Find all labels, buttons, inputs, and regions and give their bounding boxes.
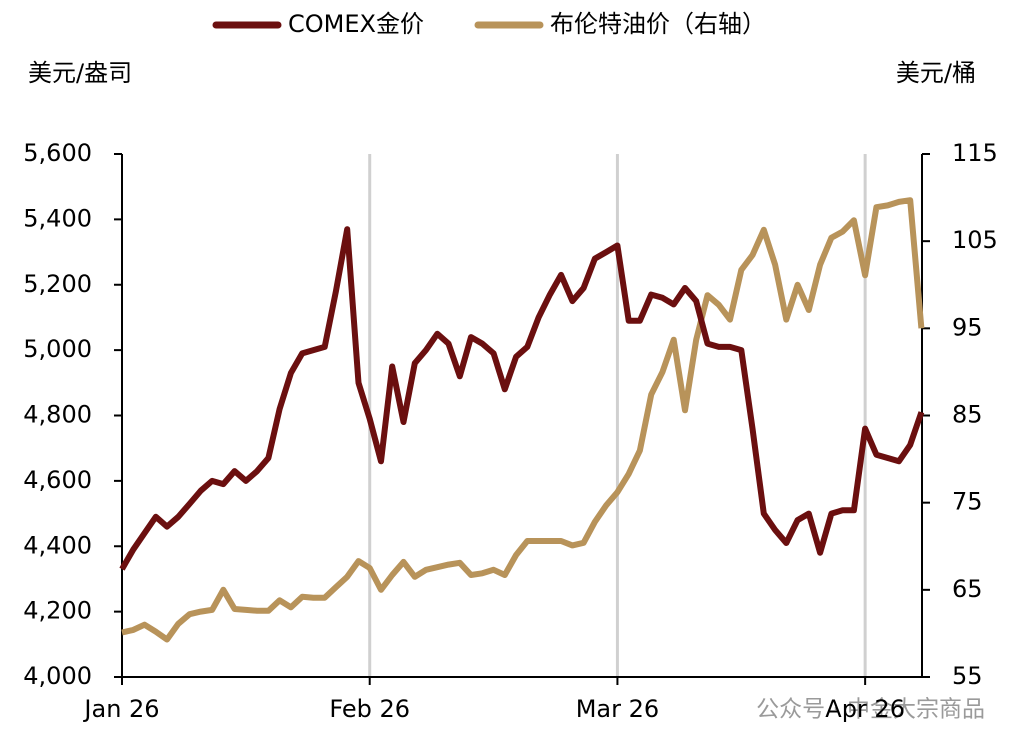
legend-label: 布伦特油价（右轴） [550, 10, 766, 38]
series-line [121, 197, 925, 643]
x-tick-label: Jan 26 [82, 695, 159, 723]
legend-label: COMEX金价 [288, 10, 424, 38]
x-tick-label: Apr 26 [825, 695, 905, 723]
y2-tick-label: 85 [952, 401, 983, 429]
x-tick-label: Mar 26 [576, 695, 659, 723]
y2-tick-label: 95 [952, 313, 983, 341]
y2-tick-label: 55 [952, 662, 983, 690]
y-axis-label: 美元/盎司 [28, 59, 132, 87]
y2-tick-label: 65 [952, 575, 983, 603]
y-tick-label: 4,800 [23, 401, 92, 429]
watermark: 公众号 · 中金大宗商品 [756, 697, 985, 723]
y-tick-label: 4,000 [23, 662, 92, 690]
series-line [119, 226, 925, 571]
y-tick-label: 4,400 [23, 531, 92, 559]
y2-tick-label: 115 [952, 139, 998, 167]
x-tick-label: Feb 26 [329, 695, 410, 723]
y2-tick-label: 105 [952, 226, 998, 254]
y2-tick-label: 75 [952, 488, 983, 516]
y2-axis-label: 美元/桶 [896, 59, 976, 87]
y-tick-label: 5,400 [23, 204, 92, 232]
y-tick-label: 4,200 [23, 597, 92, 625]
y-tick-label: 4,600 [23, 466, 92, 494]
y-tick-label: 5,000 [23, 335, 92, 363]
y-tick-label: 5,600 [23, 139, 92, 167]
y-tick-label: 5,200 [23, 270, 92, 298]
